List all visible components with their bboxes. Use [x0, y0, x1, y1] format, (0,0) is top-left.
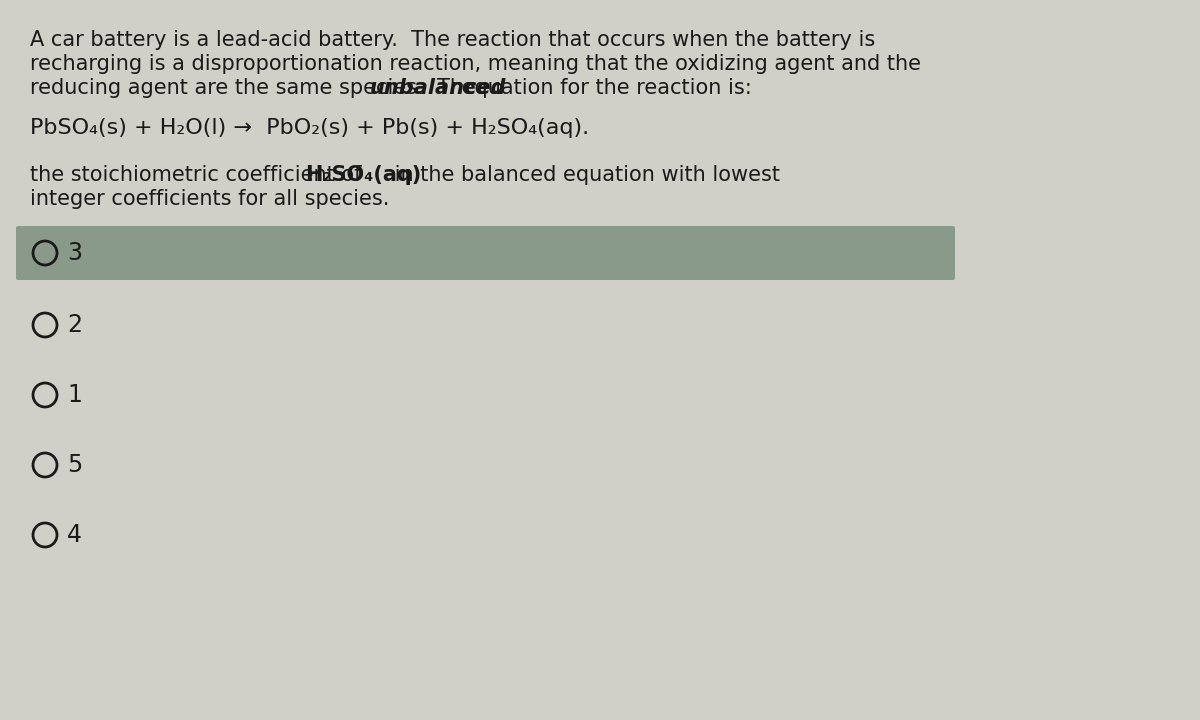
- Text: A car battery is a lead-acid battery.  The reaction that occurs when the battery: A car battery is a lead-acid battery. Th…: [30, 30, 875, 50]
- Text: unbalanced: unbalanced: [370, 78, 506, 98]
- Text: integer coefficients for all species.: integer coefficients for all species.: [30, 189, 389, 209]
- Text: H₂SO₄(aq): H₂SO₄(aq): [305, 165, 421, 185]
- Text: 2: 2: [67, 313, 82, 337]
- Text: in the balanced equation with lowest: in the balanced equation with lowest: [389, 165, 780, 185]
- Text: 3: 3: [67, 241, 82, 265]
- Text: 5: 5: [67, 453, 83, 477]
- Text: reducing agent are the same species.  The: reducing agent are the same species. The: [30, 78, 482, 98]
- Text: 1: 1: [67, 383, 82, 407]
- Text: 4: 4: [67, 523, 82, 547]
- Text: equation for the reaction is:: equation for the reaction is:: [455, 78, 752, 98]
- Text: recharging is a disproportionation reaction, meaning that the oxidizing agent an: recharging is a disproportionation react…: [30, 54, 922, 74]
- FancyBboxPatch shape: [16, 226, 955, 280]
- Text: the stoichiometric coefficient of: the stoichiometric coefficient of: [30, 165, 368, 185]
- Text: PbSO₄(s) + H₂O(l) →  PbO₂(s) + Pb(s) + H₂SO₄(aq).: PbSO₄(s) + H₂O(l) → PbO₂(s) + Pb(s) + H₂…: [30, 118, 589, 138]
